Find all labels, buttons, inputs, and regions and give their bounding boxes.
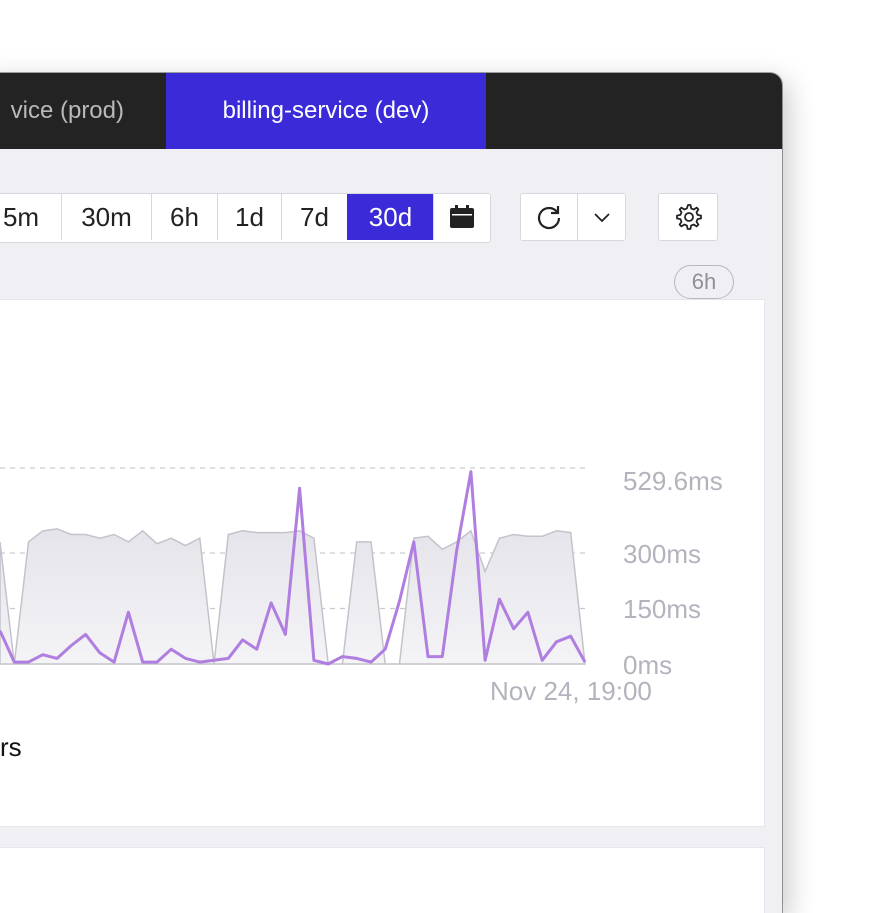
latency-chart xyxy=(0,467,587,666)
calendar-button[interactable] xyxy=(433,194,490,240)
latency-line-series xyxy=(0,470,587,666)
chevron-down-icon xyxy=(594,213,610,223)
refresh-icon xyxy=(538,206,561,230)
calendar-icon xyxy=(450,205,474,228)
y-tick-label-max: 529.6ms xyxy=(623,466,723,496)
tab-billing-service-dev[interactable]: billing-service (dev) xyxy=(166,73,486,149)
y-tick-label-300: 300ms xyxy=(623,539,702,569)
refresh-interval-dropdown[interactable] xyxy=(578,194,625,240)
range-1d-button[interactable]: 1d xyxy=(217,194,281,240)
y-tick-label-0: 0ms xyxy=(623,650,673,680)
settings-button[interactable] xyxy=(658,193,718,241)
range-5m-button[interactable]: 5m xyxy=(2,201,40,232)
range-6h-button[interactable]: 6h xyxy=(151,194,217,240)
y-tick-label-150: 150ms xyxy=(623,594,702,624)
tab-bar: vice (prod) billing-service (dev) xyxy=(0,73,782,149)
gear-icon xyxy=(676,204,702,230)
x-tick-label: Nov 24, 19:00 xyxy=(490,676,652,706)
range-30m-button[interactable]: 30m xyxy=(61,194,151,240)
refresh-control xyxy=(520,193,626,241)
refresh-button[interactable] xyxy=(521,194,579,240)
legend-text: rs xyxy=(0,732,22,762)
time-range-selector: 5m 30m 6h 1d 7d 30d xyxy=(0,193,491,243)
tab-service-prod[interactable]: vice (prod) xyxy=(10,97,124,124)
range-7d-button[interactable]: 7d xyxy=(281,194,347,240)
range-30d-button[interactable]: 30d xyxy=(347,194,433,240)
area-series xyxy=(0,528,586,665)
interval-badge: 6h xyxy=(674,265,734,299)
